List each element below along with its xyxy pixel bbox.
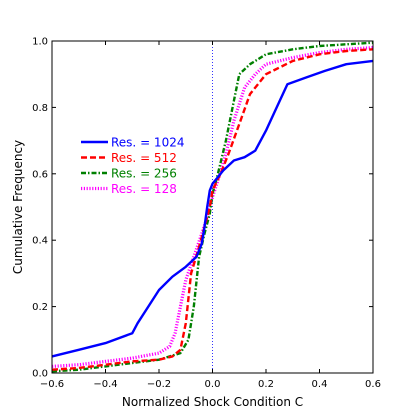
y-tick-label: 0.0	[32, 369, 48, 380]
series-line-0	[51, 59, 374, 358]
y-tick-label: 1.0	[32, 37, 48, 48]
legend-label-2: Res. = 256	[111, 167, 177, 181]
x-tick-label: 0.2	[258, 379, 274, 390]
y-axis-label: Cumulative Frequency	[11, 140, 25, 274]
x-tick-label: −0.6	[40, 379, 64, 390]
series-line-1	[51, 48, 374, 371]
series-line-3	[51, 46, 374, 368]
x-tick-label: −0.4	[93, 379, 117, 390]
y-tick-label: 0.4	[32, 236, 48, 247]
axis-ticks: −0.6 −0.4 −0.2 0.0 0.2 0.4 0.6 0.0 0.2 0.4 0.6 0.8 1…	[32, 37, 381, 391]
x-tick-label: 0.4	[312, 379, 328, 390]
plot-lines	[51, 41, 374, 373]
x-axis-label: Normalized Shock Condition C	[122, 395, 303, 409]
legend-label-0: Res. = 1024	[111, 136, 184, 150]
legend-label-3: Res. = 128	[111, 182, 177, 196]
legend-label-1: Res. = 512	[111, 151, 177, 165]
x-tick-label: 0.0	[205, 379, 221, 390]
x-tick-label: −0.2	[147, 379, 171, 390]
y-tick-label: 0.2	[32, 302, 48, 313]
y-tick-label: 0.8	[32, 103, 48, 114]
y-tick-label: 0.6	[32, 169, 48, 180]
x-tick-label: 0.6	[365, 379, 381, 390]
